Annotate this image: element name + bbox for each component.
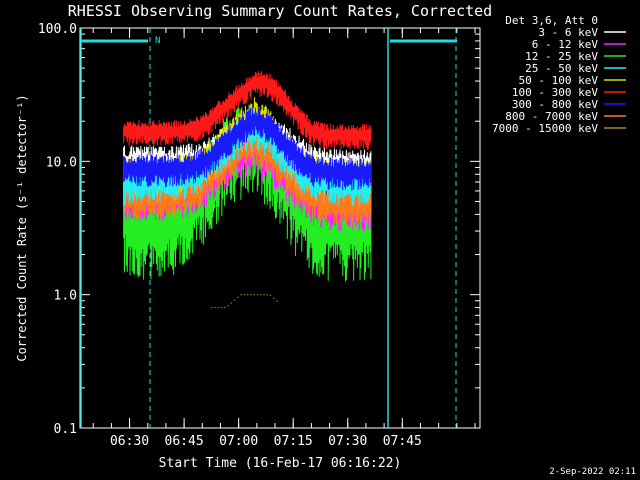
series-line (210, 294, 278, 309)
legend-entry-label: 800 - 7000 keV (505, 110, 598, 123)
night-flag-label: N (155, 36, 160, 46)
x-tick-label: 07:00 (219, 434, 258, 449)
y-tick-label: 10.0 (46, 155, 77, 170)
legend-entry-label: 100 - 300 keV (512, 86, 598, 99)
x-tick-label: 07:15 (274, 434, 313, 449)
y-tick-label: 0.1 (54, 422, 77, 437)
legend-entry-label: 3 - 6 keV (538, 26, 598, 39)
x-tick-label: 07:45 (383, 434, 422, 449)
legend-entry-label: 25 - 50 keV (525, 62, 598, 75)
x-axis-label: Start Time (16-Feb-17 06:16:22) (159, 456, 402, 471)
x-tick-label: 06:45 (165, 434, 204, 449)
series-line (123, 70, 372, 150)
y-axis-label: Corrected Count Rate (s⁻¹ detector⁻¹) (15, 94, 29, 361)
x-tick-label: 06:30 (110, 434, 149, 449)
x-tick-label: 07:30 (328, 434, 367, 449)
legend-header: Det 3,6, Att 0 (505, 14, 598, 27)
timestamp: 2-Sep-2022 02:11 (549, 467, 636, 477)
y-tick-label: 1.0 (54, 289, 77, 304)
chart-title: RHESSI Observing Summary Count Rates, Co… (68, 2, 492, 20)
series-line (123, 107, 372, 191)
legend-entry-label: 7000 - 15000 keV (492, 122, 598, 135)
legend-entry-label: 12 - 25 keV (525, 50, 598, 63)
plot-frame (79, 27, 481, 429)
series-layer (123, 70, 372, 309)
legend-entry-label: 50 - 100 keV (519, 74, 599, 87)
axis-ticks: 100.0 10.0 1.0 0.1 06:30 06:45 07:00 07:15 07:30… (38, 22, 480, 449)
y-tick-label: 100.0 (38, 22, 77, 37)
legend-entry-label: 300 - 800 keV (512, 98, 598, 111)
legend-entry-label: 6 - 12 keV (532, 38, 599, 51)
